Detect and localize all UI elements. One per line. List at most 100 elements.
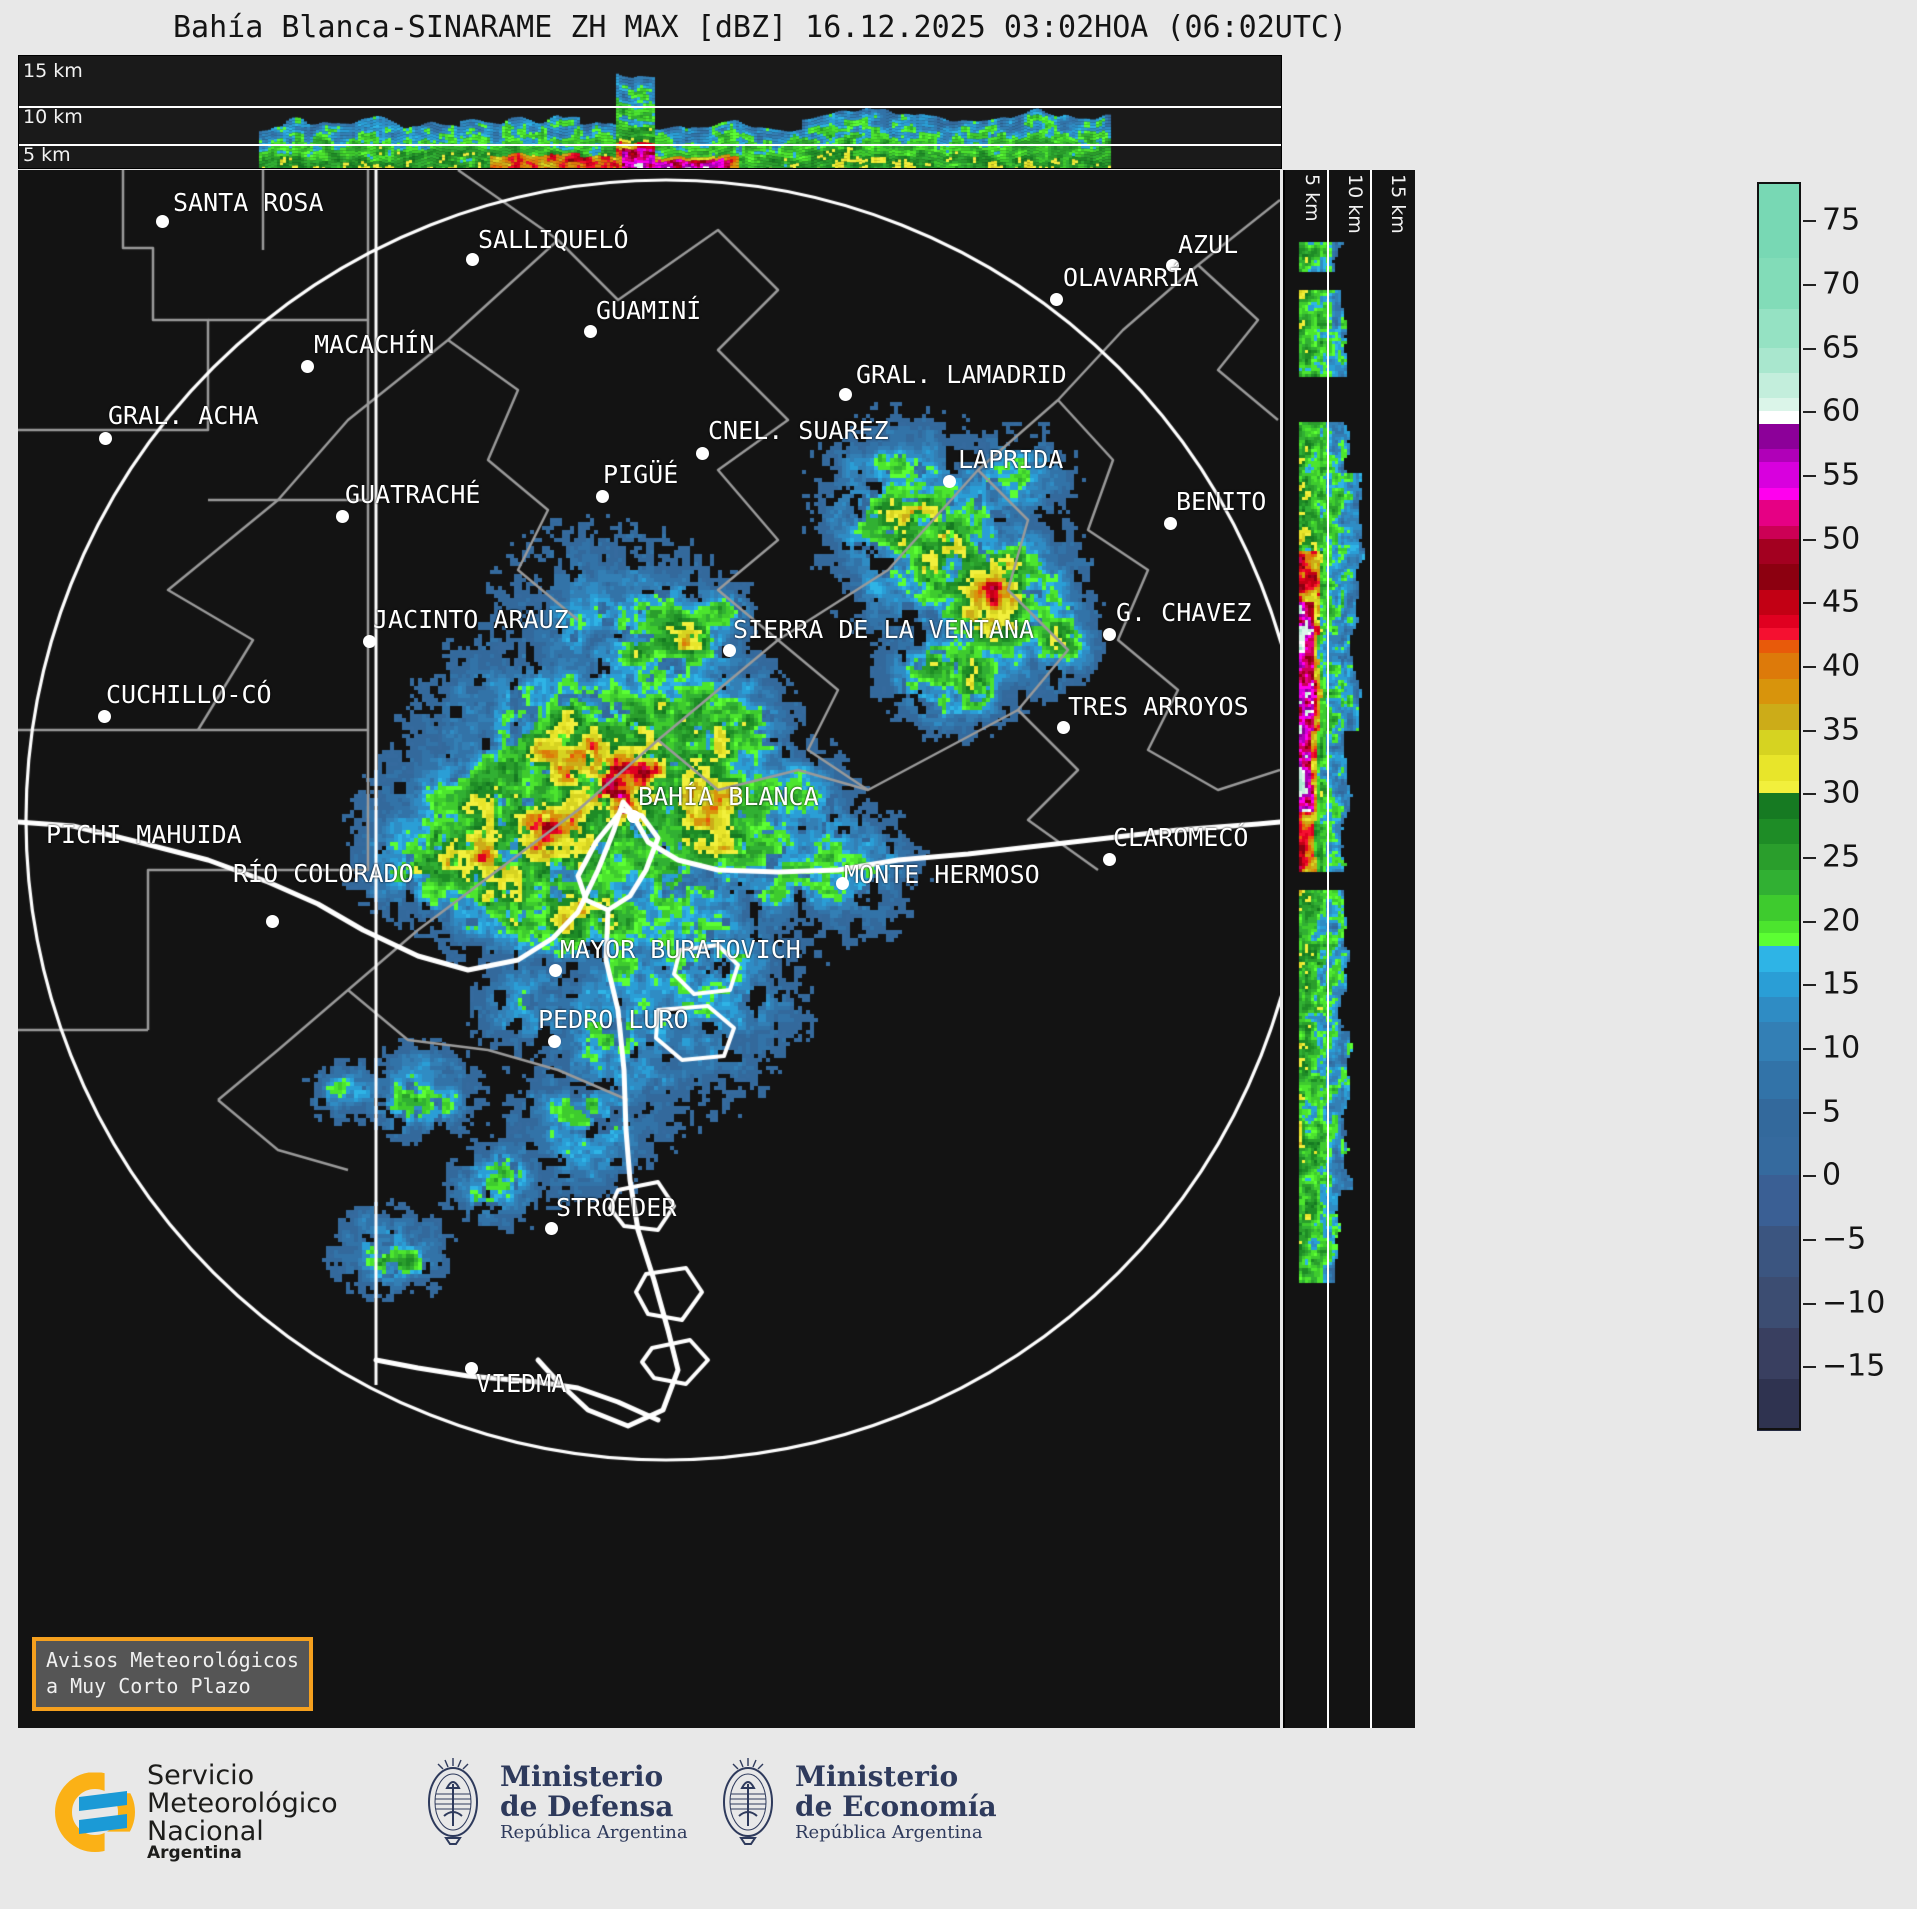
top-cross-section-canvas xyxy=(19,56,1281,168)
colorbar-tick xyxy=(1803,1175,1816,1178)
colorbar-segment xyxy=(1757,1226,1801,1278)
colorbar-segment xyxy=(1757,640,1801,654)
city-marker-dot xyxy=(465,1362,478,1375)
colorbar-tick-label: 75 xyxy=(1822,202,1861,238)
city-marker-dot xyxy=(836,877,849,890)
xsec-gridline-10km xyxy=(19,106,1281,108)
xsec-vline-10km xyxy=(1370,170,1372,1728)
colorbar-tick xyxy=(1803,1238,1816,1241)
city-marker-dot xyxy=(1164,517,1177,530)
colorbar-segment xyxy=(1757,1022,1801,1061)
colorbar-segment xyxy=(1757,589,1801,615)
colorbar-tick-label: 70 xyxy=(1822,266,1861,302)
city-marker-dot xyxy=(1103,628,1116,641)
colorbar-tick xyxy=(1803,283,1816,286)
side-cross-section-canvas xyxy=(1285,170,1415,1728)
colorbar-tick xyxy=(1803,1111,1816,1114)
smn-line4: Argentina xyxy=(147,1843,242,1864)
colorbar-segment xyxy=(1757,678,1801,705)
defensa-line2: de Defensa xyxy=(500,1790,674,1824)
city-marker-dot xyxy=(549,964,562,977)
colorbar-tick-label: 40 xyxy=(1822,648,1861,684)
ministerio-economia-logo: Ministerio de Economía República Argenti… xyxy=(715,1754,997,1850)
radar-map-panel[interactable]: SANTA ROSA SALLIQUELÓ GUAMINÍ MACACHÍN GRAL.… xyxy=(18,170,1280,1728)
colorbar-segment xyxy=(1757,627,1801,641)
colorbar-tick-label: 50 xyxy=(1822,521,1861,557)
colorbar-segment xyxy=(1757,182,1801,259)
colorbar-segment xyxy=(1757,500,1801,526)
radar-echo-canvas xyxy=(18,170,1280,1728)
colorbar-tick-label: 5 xyxy=(1822,1094,1842,1130)
colorbar-segment xyxy=(1757,1379,1801,1430)
xsec-vlabel-10km: 10 km xyxy=(1344,174,1366,234)
colorbar-tick-label: 65 xyxy=(1822,330,1861,366)
colorbar-tick-label: −5 xyxy=(1822,1221,1867,1257)
colorbar-tick-label: 45 xyxy=(1822,584,1861,620)
xsec-label-10km: 10 km xyxy=(23,106,83,128)
colorbar-tick xyxy=(1803,856,1816,859)
warning-badge-line2: a Muy Corto Plazo xyxy=(46,1674,251,1698)
warning-badge[interactable]: Avisos Meteorológicos a Muy Corto Plazo xyxy=(32,1637,313,1711)
colorbar-segment xyxy=(1757,258,1801,310)
smn-line1: Servicio xyxy=(147,1760,255,1791)
colorbar-tick-label: 30 xyxy=(1822,775,1861,811)
reflectivity-colorbar xyxy=(1757,182,1801,1431)
city-marker-dot xyxy=(548,1035,561,1048)
city-marker-dot xyxy=(723,644,736,657)
colorbar-tick-label: −15 xyxy=(1822,1348,1886,1384)
colorbar-segment xyxy=(1757,347,1801,374)
colorbar-tick xyxy=(1803,411,1816,414)
colorbar-segment xyxy=(1757,946,1801,972)
city-marker-dot xyxy=(545,1222,558,1235)
ministerio-defensa-logo: Ministerio de Defensa República Argentin… xyxy=(420,1754,688,1850)
smn-logo: Servicio Meteorológico Nacional Argentin… xyxy=(55,1762,338,1863)
colorbar-segment xyxy=(1757,704,1801,730)
colorbar-tick xyxy=(1803,665,1816,668)
colorbar-tick-label: −10 xyxy=(1822,1285,1886,1321)
colorbar-segment xyxy=(1757,844,1801,870)
city-marker-dot xyxy=(584,325,597,338)
city-marker-dot xyxy=(1057,721,1070,734)
economia-line2: de Economía xyxy=(795,1790,997,1824)
colorbar-segment xyxy=(1757,398,1801,412)
argentina-coat-of-arms-icon xyxy=(428,1758,478,1845)
colorbar-tick xyxy=(1803,538,1816,541)
city-marker-dot xyxy=(943,475,956,488)
argentina-coat-of-arms-icon xyxy=(723,1758,773,1845)
colorbar-tick xyxy=(1803,1047,1816,1050)
colorbar-segment xyxy=(1757,1175,1801,1227)
colorbar-segment xyxy=(1757,1098,1801,1138)
xsec-vline-5km xyxy=(1327,170,1329,1728)
colorbar-tick-label: 20 xyxy=(1822,903,1861,939)
city-marker-dot xyxy=(98,710,111,723)
city-marker-dot xyxy=(466,253,479,266)
colorbar-segment xyxy=(1757,1328,1801,1380)
colorbar-segment xyxy=(1757,997,1801,1023)
city-marker-dot xyxy=(363,635,376,648)
page-title: Bahía Blanca-SINARAME ZH MAX [dBZ] 16.12… xyxy=(173,10,1347,45)
colorbar-tick-label: 15 xyxy=(1822,966,1861,1002)
colorbar-segment xyxy=(1757,487,1801,501)
defensa-line3: República Argentina xyxy=(500,1821,688,1843)
smn-line2: Meteorológico xyxy=(147,1787,338,1819)
colorbar-tick xyxy=(1803,474,1816,477)
colorbar-segment xyxy=(1757,309,1801,348)
colorbar-segment xyxy=(1757,1060,1801,1099)
city-marker-dot xyxy=(1166,259,1179,272)
defensa-line1: Ministerio xyxy=(500,1760,664,1794)
colorbar-tick-label: 60 xyxy=(1822,393,1861,429)
xsec-vlabel-15km: 15 km xyxy=(1387,174,1409,234)
colorbar-segment xyxy=(1757,1277,1801,1329)
colorbar-segment xyxy=(1757,525,1801,539)
colorbar-tick-label: 10 xyxy=(1822,1030,1861,1066)
xsec-gridline-5km xyxy=(19,144,1281,146)
xsec-label-5km: 5 km xyxy=(23,144,71,166)
colorbar-segment xyxy=(1757,462,1801,488)
colorbar-segment xyxy=(1757,755,1801,781)
colorbar-segment xyxy=(1757,933,1801,947)
colorbar-segment xyxy=(1757,373,1801,399)
colorbar-tick xyxy=(1803,347,1816,350)
colorbar-segment xyxy=(1757,920,1801,934)
colorbar-tick-label: 25 xyxy=(1822,839,1861,875)
colorbar-tick-label: 35 xyxy=(1822,712,1861,748)
